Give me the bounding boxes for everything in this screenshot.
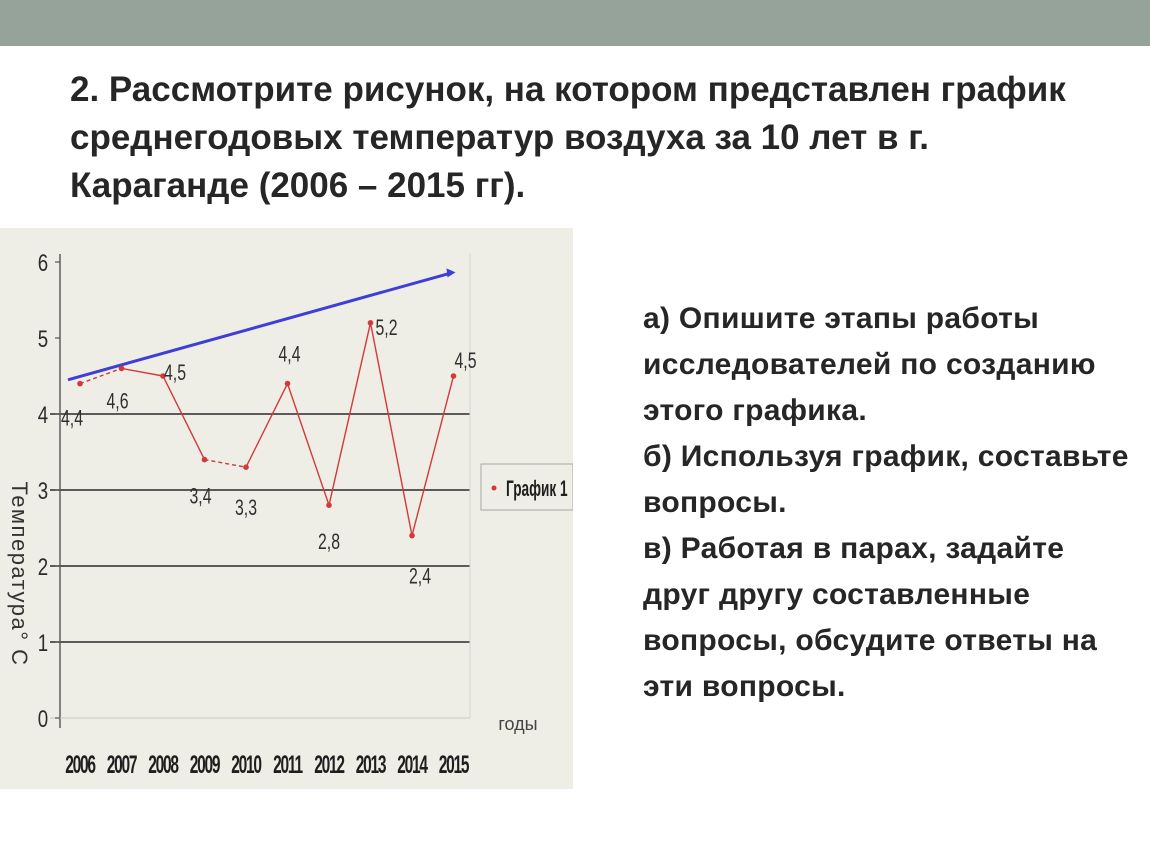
x-tick-label: 2010 — [231, 751, 261, 779]
task-b: б) Используя график, составьте вопросы. — [643, 440, 1129, 519]
y-axis-title: Температура° С — [7, 481, 32, 666]
data-label: 2,8 — [318, 531, 340, 555]
data-point-2011 — [284, 380, 291, 387]
x-tick-label: 2011 — [273, 751, 302, 779]
series-segment — [411, 375, 455, 536]
legend-label: График 1 — [506, 476, 568, 501]
data-label: 4,4 — [61, 407, 83, 431]
top-bar — [0, 0, 1150, 46]
data-label: 3,3 — [235, 497, 257, 521]
x-tick-label: 2014 — [397, 751, 428, 779]
data-point-2007 — [118, 365, 125, 372]
x-tick-label: 2015 — [439, 751, 469, 779]
x-tick-label: 2013 — [356, 751, 386, 779]
series-segment — [328, 322, 372, 506]
series-segment — [369, 322, 413, 536]
data-point-2013 — [367, 320, 374, 326]
x-tick-label: 2012 — [314, 751, 344, 779]
series-segment — [121, 367, 164, 377]
y-tick-label: 5 — [38, 326, 48, 353]
data-label: 4,5 — [164, 362, 186, 386]
y-tick-label: 2 — [38, 554, 48, 581]
y-tick-label: 3 — [38, 478, 48, 505]
y-tick-label: 0 — [38, 706, 48, 733]
trend-line — [67, 271, 450, 382]
data-point-2012 — [326, 502, 332, 509]
data-label: 2,4 — [409, 565, 431, 589]
chart-panel: 0 1 2 3 4 5 6 2006 2007 2008 2009 2010 2011 2012 2013 2… — [0, 228, 573, 789]
task-c: в) Работая в парах, задайте друг другу с… — [643, 532, 1098, 703]
x-axis-title: годы — [498, 714, 537, 734]
trend-arrowhead — [446, 268, 456, 278]
task-list: а) Опишите этапы работы исследователей п… — [643, 296, 1133, 710]
data-point-2009 — [201, 456, 208, 463]
series-segment — [286, 383, 330, 506]
data-label: 4,6 — [106, 390, 128, 414]
data-point-2006 — [77, 380, 83, 387]
data-point-2014 — [409, 532, 415, 539]
data-point-2010 — [243, 464, 249, 470]
y-tick-label: 6 — [38, 250, 48, 277]
data-label: 4,4 — [278, 343, 300, 367]
temperature-chart: 0 1 2 3 4 5 6 2006 2007 2008 2009 2010 2011 2012 2013 2… — [7, 250, 573, 779]
series-segment — [245, 383, 289, 468]
series-segment — [79, 367, 122, 385]
data-point-2015 — [450, 373, 457, 379]
data-label: 5,2 — [375, 316, 397, 340]
task-a: а) Опишите этапы работы исследователей п… — [643, 302, 1096, 427]
data-label: 4,5 — [454, 350, 476, 374]
data-label: 3,4 — [189, 485, 211, 509]
legend-box — [480, 463, 573, 511]
slide-title: 2. Рассмотрите рисунок, на котором предс… — [70, 70, 1066, 205]
legend-marker — [491, 485, 497, 491]
y-tick-label: 1 — [38, 630, 48, 657]
series-segment — [204, 458, 247, 468]
x-tick-label: 2006 — [65, 751, 95, 779]
y-tick-label: 4 — [38, 402, 48, 429]
x-tick-label: 2008 — [148, 751, 178, 779]
x-tick-label: 2007 — [107, 751, 137, 779]
series-segment — [162, 375, 206, 460]
data-point-2008 — [160, 373, 166, 379]
x-tick-label: 2009 — [190, 751, 220, 779]
